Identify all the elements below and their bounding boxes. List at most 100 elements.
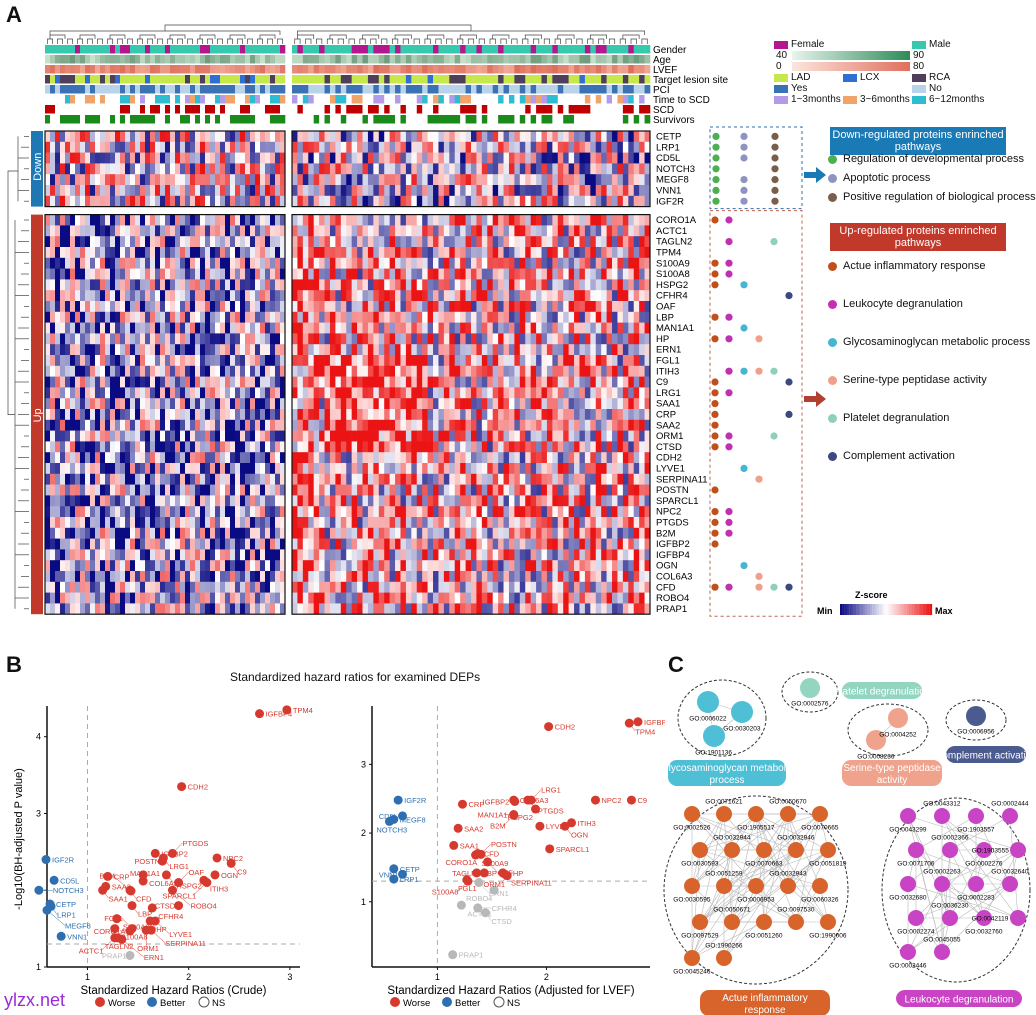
heatmap-cell <box>541 214 548 226</box>
heatmap-cell <box>324 214 331 226</box>
heatmap-cell <box>449 419 456 431</box>
heatmap-cell <box>595 174 602 186</box>
heatmap-cell <box>568 419 575 431</box>
heatmap-cell <box>165 214 171 226</box>
heatmap-cell <box>465 419 472 431</box>
heatmap-cell <box>324 387 331 399</box>
heatmap-cell <box>175 195 181 207</box>
heatmap-cell <box>476 290 483 302</box>
heatmap-cell <box>481 365 488 377</box>
heatmap-cell <box>175 214 181 226</box>
heatmap-cell <box>628 376 635 388</box>
heatmap-cell <box>225 152 231 164</box>
heatmap-cell <box>45 195 51 207</box>
heatmap-cell <box>449 268 456 280</box>
heatmap-cell <box>525 387 531 399</box>
heatmap-cell <box>373 279 380 291</box>
heatmap-cell <box>80 538 86 550</box>
heatmap-cell <box>525 236 531 248</box>
heatmap-cell <box>90 484 96 496</box>
heatmap-cell <box>460 376 466 388</box>
heatmap-cell <box>260 344 266 356</box>
heatmap-cell <box>622 441 629 453</box>
heatmap-cell <box>422 174 428 186</box>
heatmap-cell <box>230 549 236 561</box>
heatmap-cell <box>155 195 161 207</box>
heatmap-cell <box>230 527 236 539</box>
heatmap-cell <box>308 214 314 226</box>
heatmap-cell <box>302 473 309 485</box>
heatmap-cell <box>270 571 276 583</box>
heatmap-cell <box>525 517 531 529</box>
heatmap-cell <box>105 495 111 507</box>
heatmap-cell <box>95 279 101 291</box>
heatmap-cell <box>335 290 342 302</box>
heatmap-cell <box>165 419 171 431</box>
heatmap-cell <box>552 322 559 334</box>
heatmap-cell <box>230 131 236 143</box>
heatmap-cell <box>367 236 374 248</box>
heatmap-cell <box>628 333 635 345</box>
heatmap-cell <box>536 398 542 410</box>
heatmap-cell <box>389 344 396 356</box>
heatmap-cell <box>308 268 314 280</box>
heatmap-cell <box>250 581 256 593</box>
heatmap-cell <box>346 538 352 550</box>
heatmap-cell <box>210 592 216 604</box>
heatmap-cell <box>422 506 428 518</box>
heatmap-cell <box>240 355 246 367</box>
heatmap-cell <box>313 344 320 356</box>
heatmap-cell <box>205 592 211 604</box>
heatmap-cell <box>633 236 640 248</box>
heatmap-cell <box>165 560 171 572</box>
heatmap-cell <box>487 152 493 164</box>
heatmap-cell <box>601 185 607 197</box>
heatmap-cell <box>160 603 166 615</box>
heatmap-cell <box>395 290 401 302</box>
heatmap-cell <box>400 376 407 388</box>
heatmap-cell <box>145 409 151 421</box>
heatmap-cell <box>422 484 428 496</box>
heatmap-cell <box>308 174 314 186</box>
heatmap-cell <box>110 225 116 237</box>
heatmap-cell <box>633 185 640 197</box>
heatmap-cell <box>130 538 136 550</box>
heatmap-cell <box>115 163 121 175</box>
heatmap-cell <box>584 225 591 237</box>
heatmap-cell <box>460 538 466 550</box>
heatmap-cell <box>633 484 640 496</box>
heatmap-cell <box>140 571 146 583</box>
heatmap-cell <box>519 430 526 442</box>
heatmap-cell <box>165 430 171 442</box>
heatmap-cell <box>145 301 151 313</box>
heatmap-cell <box>329 236 336 248</box>
heatmap-cell <box>503 484 510 496</box>
heatmap-cell <box>135 538 141 550</box>
heatmap-cell <box>220 560 226 572</box>
heatmap-cell <box>574 549 580 561</box>
heatmap-cell <box>210 549 216 561</box>
heatmap-cell <box>190 355 196 367</box>
heatmap-cell <box>373 141 380 153</box>
heatmap-cell <box>302 311 309 323</box>
heatmap-cell <box>105 257 111 269</box>
heatmap-cell <box>90 398 96 410</box>
heatmap-cell <box>120 571 126 583</box>
heatmap-cell <box>552 257 559 269</box>
heatmap-cell <box>220 463 226 475</box>
heatmap-cell <box>346 355 352 367</box>
heatmap-cell <box>427 560 434 572</box>
heatmap-cell <box>541 301 548 313</box>
heatmap-cell <box>584 355 591 367</box>
heatmap-cell <box>400 301 407 313</box>
heatmap-cell <box>155 581 161 593</box>
heatmap-cell <box>250 152 256 164</box>
heatmap-cell <box>240 538 246 550</box>
heatmap-cell <box>579 152 586 164</box>
heatmap-cell <box>200 538 206 550</box>
heatmap-cell <box>530 214 537 226</box>
heatmap-cell <box>70 279 76 291</box>
heatmap-cell <box>125 441 131 453</box>
heatmap-cell <box>140 549 146 561</box>
heatmap-cell <box>340 527 347 539</box>
